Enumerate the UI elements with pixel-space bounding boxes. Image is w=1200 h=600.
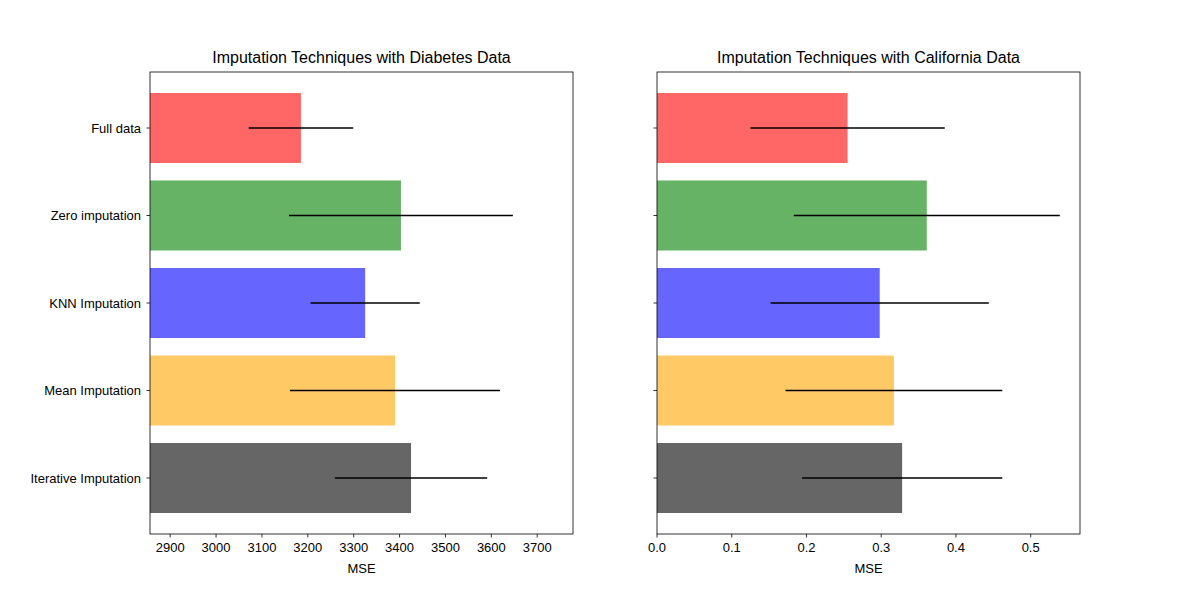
- x-tick-label: 3000: [202, 540, 231, 555]
- panel: 2900 3000 3100 3200 3300 3400 3500 3600 3700 Full…: [30, 49, 573, 576]
- x-tick: [353, 534, 354, 538]
- x-tick: [731, 534, 732, 538]
- y-tick-label: KNN Imputation: [49, 296, 141, 311]
- y-tick: [147, 390, 151, 391]
- x-tick-label: 0.3: [872, 540, 890, 555]
- error-bar: [750, 127, 944, 129]
- x-tick-label: 2900: [156, 540, 185, 555]
- y-tick: [147, 215, 151, 216]
- x-tick-label: 3400: [385, 540, 414, 555]
- error-bar: [771, 302, 989, 304]
- error-bar: [335, 477, 487, 479]
- x-tick: [955, 534, 956, 538]
- x-tick: [1030, 534, 1031, 538]
- y-tick-label: Zero imputation: [51, 208, 141, 223]
- y-tick: [654, 215, 658, 216]
- x-tick-label: 3600: [477, 540, 506, 555]
- plot-area: [150, 93, 513, 513]
- x-tick: [307, 534, 308, 538]
- x-tick-label: 0.2: [797, 540, 815, 555]
- y-tick: [147, 478, 151, 479]
- x-tick-label: 0.1: [723, 540, 741, 555]
- x-tick: [881, 534, 882, 538]
- x-tick: [537, 534, 538, 538]
- x-tick: [170, 534, 171, 538]
- x-tick: [657, 534, 658, 538]
- frame: [657, 72, 1080, 534]
- error-bar: [289, 215, 513, 217]
- x-label: MSE: [854, 561, 883, 576]
- title: Imputation Techniques with Diabetes Data: [212, 49, 511, 66]
- y-tick-label: Iterative Imputation: [30, 471, 141, 486]
- x-tick-label: 3500: [431, 540, 460, 555]
- x-tick: [445, 534, 446, 538]
- plot-area: [657, 93, 1060, 513]
- error-bar: [311, 302, 420, 304]
- error-bar: [802, 477, 1002, 479]
- x-tick: [399, 534, 400, 538]
- x-tick-label: 3700: [523, 540, 552, 555]
- y-tick: [654, 128, 658, 129]
- y-tick: [147, 128, 151, 129]
- y-tick: [147, 303, 151, 304]
- x-tick: [491, 534, 492, 538]
- figure: 2900 3000 3100 3200 3300 3400 3500 3600 3700 Full…: [0, 0, 1200, 600]
- x-tick: [806, 534, 807, 538]
- x-tick-label: 3200: [293, 540, 322, 555]
- x-tick: [216, 534, 217, 538]
- x-tick-label: 0.0: [648, 540, 666, 555]
- error-bar: [794, 215, 1060, 217]
- frame: [150, 72, 573, 534]
- error-bar: [786, 390, 1003, 392]
- x-tick-label: 0.4: [947, 540, 965, 555]
- x-tick: [261, 534, 262, 538]
- y-tick-label: Mean Imputation: [44, 383, 141, 398]
- y-tick: [654, 478, 658, 479]
- x-tick-label: 0.5: [1022, 540, 1040, 555]
- x-tick-label: 3100: [247, 540, 276, 555]
- x-tick-label: 3300: [339, 540, 368, 555]
- title: Imputation Techniques with California Da…: [717, 49, 1020, 66]
- y-tick: [654, 303, 658, 304]
- x-label: MSE: [347, 561, 376, 576]
- panel: 0.0 0.1 0.2 0.3 0.4 0.5 Imputation Techniques …: [648, 49, 1080, 576]
- y-tick: [654, 390, 658, 391]
- error-bar: [249, 127, 354, 129]
- y-tick-label: Full data: [91, 121, 142, 136]
- error-bar: [290, 390, 500, 392]
